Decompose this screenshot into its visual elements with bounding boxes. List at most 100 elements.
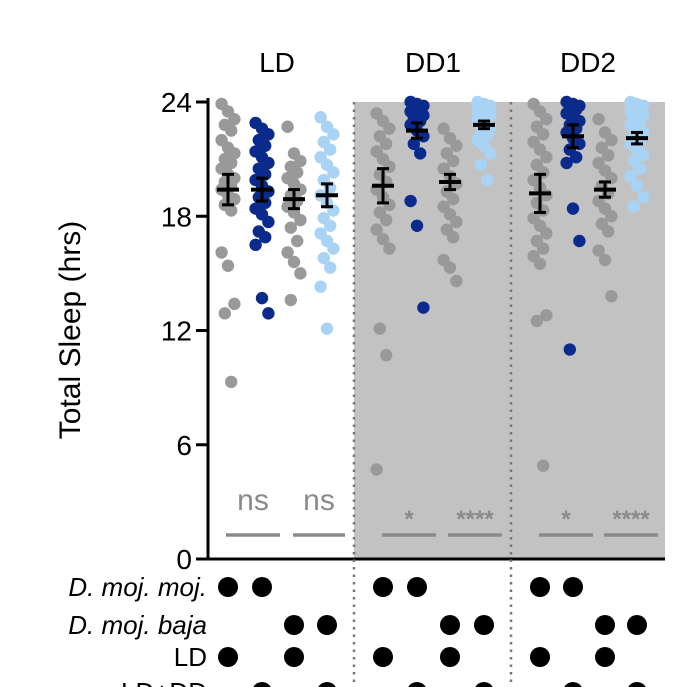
data-point xyxy=(228,112,241,126)
data-point xyxy=(218,307,231,320)
data-point xyxy=(533,257,547,271)
matrix-dot xyxy=(563,577,583,597)
data-point xyxy=(294,213,307,227)
y-axis-label: Total Sleep (hrs) xyxy=(54,221,87,439)
data-point xyxy=(450,274,463,288)
matrix-dot xyxy=(595,615,615,635)
data-point xyxy=(249,238,262,252)
matrix-dot xyxy=(475,682,493,687)
data-point xyxy=(417,301,430,314)
matrix-row-label: D. moj. moj. xyxy=(68,572,207,602)
data-point xyxy=(450,215,463,229)
data-point xyxy=(262,307,275,320)
data-point xyxy=(540,227,553,240)
data-point xyxy=(262,128,275,141)
data-point xyxy=(624,170,637,183)
data-point xyxy=(484,147,497,160)
data-point xyxy=(228,192,241,206)
data-point xyxy=(380,137,393,151)
data-point xyxy=(447,154,460,168)
stat-label: ns xyxy=(237,484,269,517)
data-point xyxy=(637,149,650,162)
data-point xyxy=(605,290,618,303)
dd-shading xyxy=(354,102,665,559)
y-tick-label: 6 xyxy=(176,430,192,461)
data-point xyxy=(324,261,337,274)
data-point xyxy=(602,149,615,162)
matrix-dot xyxy=(440,615,460,635)
data-point xyxy=(215,246,228,259)
matrix-dot xyxy=(474,615,494,635)
data-point xyxy=(383,122,396,135)
data-point xyxy=(255,291,269,305)
data-point xyxy=(294,267,307,280)
data-point xyxy=(540,112,553,126)
data-point xyxy=(566,202,580,215)
data-point xyxy=(228,297,241,311)
data-point xyxy=(225,375,238,389)
panel-label: DD1 xyxy=(405,47,461,78)
matrix-dot xyxy=(373,577,393,597)
data-point xyxy=(563,343,576,356)
y-tick-label: 12 xyxy=(161,316,192,347)
matrix-dot xyxy=(373,647,393,667)
data-marks xyxy=(215,95,650,476)
data-point xyxy=(225,156,238,170)
data-point xyxy=(437,122,450,135)
stat-label: * xyxy=(561,506,571,533)
data-point xyxy=(291,234,304,248)
data-point xyxy=(225,204,238,217)
data-point xyxy=(376,232,390,246)
data-point xyxy=(320,322,334,335)
data-point xyxy=(443,261,457,274)
matrix-dot xyxy=(253,682,271,687)
matrix-dot xyxy=(284,647,304,667)
data-point xyxy=(605,133,618,147)
matrix-dot xyxy=(564,682,582,687)
y-tick-label: 0 xyxy=(176,544,192,575)
data-point xyxy=(294,154,307,168)
data-point xyxy=(404,194,417,208)
stat-label: **** xyxy=(612,506,650,533)
data-point xyxy=(592,112,605,126)
data-point xyxy=(317,251,330,265)
data-point xyxy=(262,156,275,170)
data-point xyxy=(540,151,553,164)
data-point xyxy=(380,213,393,227)
data-point xyxy=(281,120,294,133)
data-point xyxy=(327,166,340,179)
data-point xyxy=(537,459,550,472)
matrix-dot xyxy=(530,577,550,597)
data-point xyxy=(327,128,340,141)
data-point xyxy=(605,210,618,223)
matrix-dot xyxy=(627,615,647,635)
data-point xyxy=(294,183,307,196)
data-point xyxy=(324,219,337,232)
matrix-dot xyxy=(408,682,426,687)
matrix-dot xyxy=(407,577,427,597)
data-point xyxy=(380,349,393,362)
data-point xyxy=(573,234,586,248)
data-point xyxy=(281,246,294,259)
matrix-dot xyxy=(530,647,550,667)
data-point xyxy=(637,191,650,204)
data-point xyxy=(324,143,337,156)
data-point xyxy=(284,293,297,307)
dd-shade-rect xyxy=(354,102,665,559)
data-point xyxy=(259,139,272,152)
data-point xyxy=(284,221,297,234)
data-point xyxy=(560,156,573,170)
matrix-row-label: D. moj. baja xyxy=(68,610,207,640)
data-point xyxy=(481,173,494,187)
matrix-dot xyxy=(595,647,615,667)
axes: 0 6 12 18 24 Total Sleep (hrs) xyxy=(54,87,665,687)
data-point xyxy=(474,158,487,172)
data-point xyxy=(530,314,543,328)
matrix-dot xyxy=(317,615,337,635)
data-point xyxy=(314,280,327,293)
data-point xyxy=(291,166,304,179)
matrix-dot xyxy=(440,647,460,667)
